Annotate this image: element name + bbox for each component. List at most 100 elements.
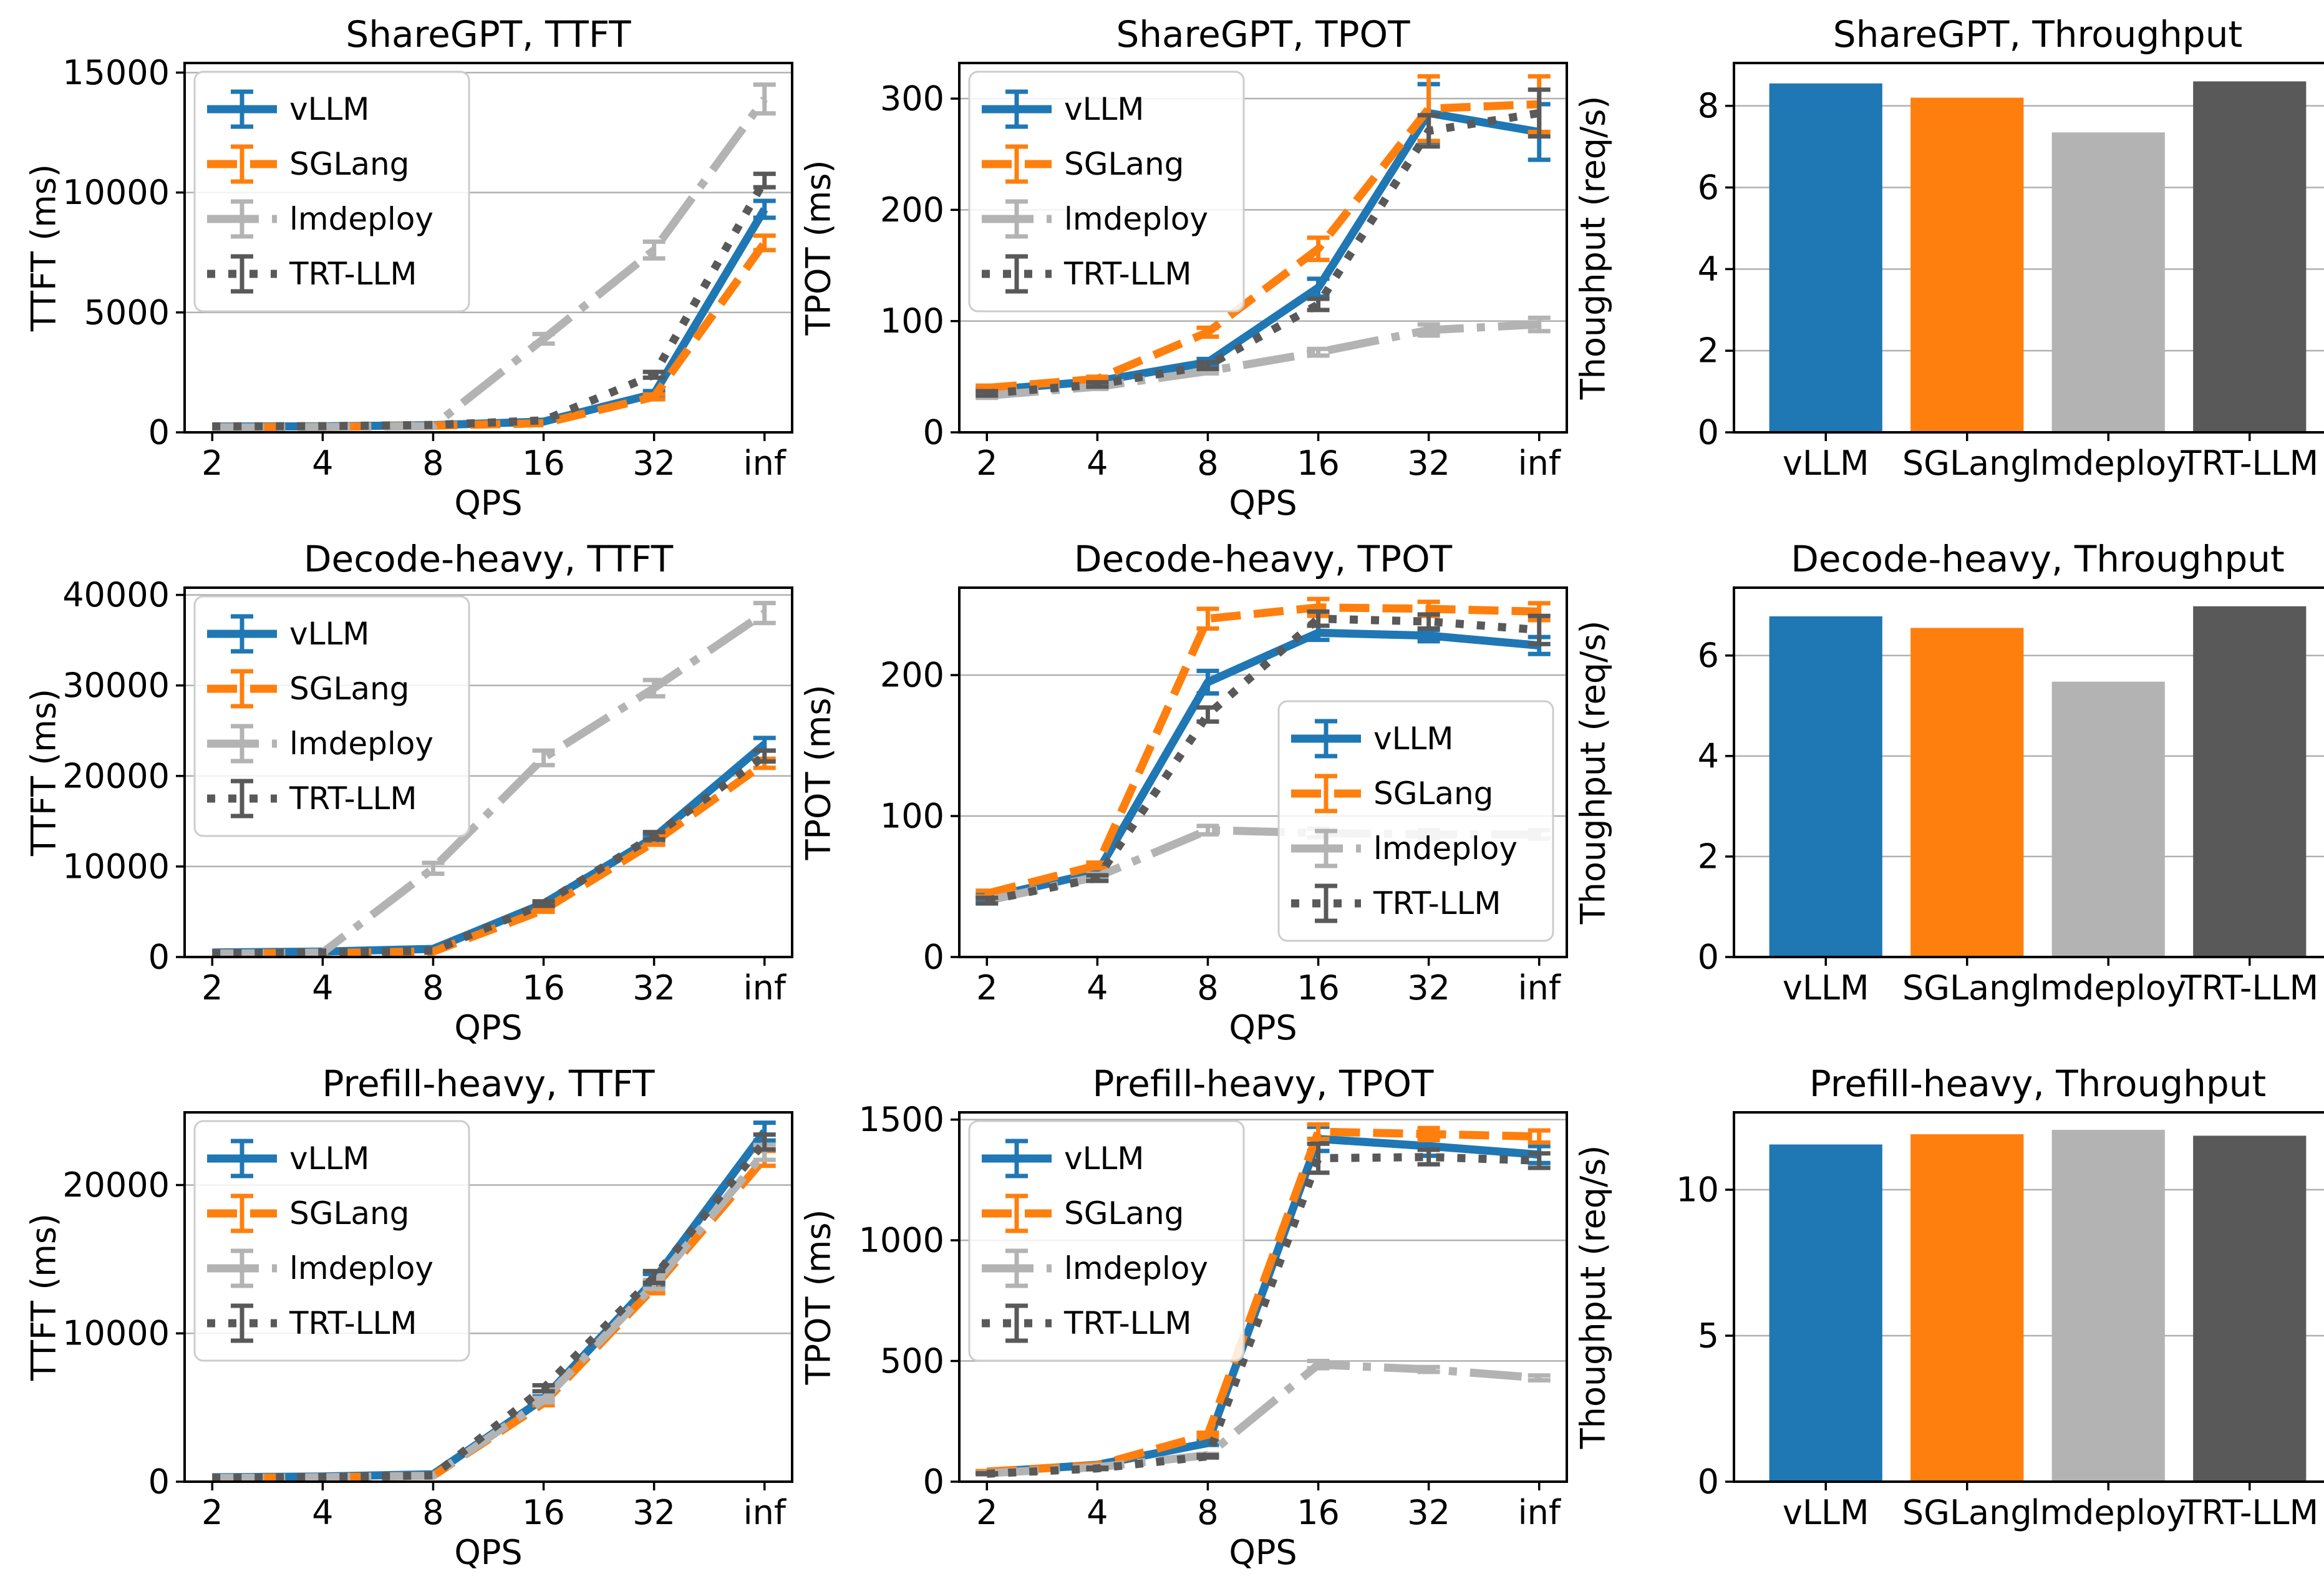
x-tick-label: 2	[976, 444, 997, 483]
legend-label: lmdeploy	[1064, 1250, 1208, 1286]
y-tick-label: 20000	[62, 756, 170, 795]
x-tick-label: lmdeploy	[2031, 1493, 2186, 1532]
bar-lmdeploy	[2051, 1130, 2165, 1482]
y-tick-label: 0	[148, 1462, 170, 1502]
x-tick-label: 32	[632, 968, 675, 1008]
chart-title: Decode-heavy, TTFT	[303, 538, 674, 580]
legend-label: vLLM	[1064, 1140, 1144, 1177]
x-tick-label: 4	[1087, 968, 1108, 1008]
chart-title: ShareGPT, TTFT	[346, 13, 631, 56]
series-TRT-LLM	[212, 1132, 776, 1482]
legend-label: TRT-LLM	[1063, 1305, 1192, 1341]
bars	[1769, 1130, 2307, 1482]
series-TRT-LLM	[212, 748, 776, 958]
x-tick-label: 2	[976, 968, 997, 1008]
y-tick-label: 4	[1698, 736, 1719, 775]
prefill-heavy-tpot-plot: 0 500 1000 1500 2 4 8 16 32 inf QPS TPOT (ms) vLLM SG…	[800, 1100, 1568, 1572]
legend-label: vLLM	[289, 91, 369, 127]
x-axis-label: QPS	[454, 1533, 522, 1572]
prefill-heavy-ttft-plot: 0 10000 20000 2 4 8 16 32 inf QPS TTFT (ms) vLLM SGL…	[25, 1111, 793, 1572]
y-tick-label: 10	[1676, 1170, 1719, 1210]
legend-label: vLLM	[289, 616, 369, 652]
y-tick-label: 100	[880, 301, 944, 341]
y-tick-label: 1000	[859, 1221, 944, 1260]
x-tick-label: 2	[201, 444, 223, 483]
y-tick-label: 0	[923, 1462, 944, 1502]
plot-frame	[183, 586, 793, 958]
chart-title: Prefill-heavy, Throughput	[1809, 1062, 2267, 1105]
bar-TRT-LLM	[2193, 81, 2307, 432]
x-tick-label: 2	[201, 968, 223, 1008]
legend-label: SGLang	[1373, 775, 1493, 812]
y-tick-label: 0	[1698, 938, 1719, 977]
legend: vLLM SGLang lmdeploy TRT-LLM	[968, 1120, 1245, 1362]
legend-label: lmdeploy	[289, 726, 433, 762]
y-tick-label: 300	[880, 79, 944, 119]
x-tick-label: 16	[1297, 968, 1340, 1008]
x-tick-label: inf	[1518, 444, 1562, 483]
y-tick-label: 8	[1698, 86, 1719, 125]
plot-frame	[958, 1111, 1568, 1483]
x-tick-label: lmdeploy	[2031, 444, 2186, 483]
legend-label: TRT-LLM	[289, 256, 417, 292]
series-TRT-LLM	[976, 1141, 1551, 1478]
plot-frame	[1733, 586, 2324, 958]
y-tick-label: 6	[1698, 636, 1719, 675]
x-tick-label: 32	[1407, 968, 1450, 1008]
x-tick-label: inf	[1518, 1493, 1562, 1532]
y-tick-label: 10000	[62, 173, 170, 212]
plot-frame	[958, 62, 1568, 434]
x-tick-label: 8	[1197, 968, 1218, 1008]
y-axis-label: TTFT (ms)	[25, 689, 64, 857]
series-lmdeploy	[976, 1359, 1551, 1477]
plot-frame	[1733, 62, 2324, 434]
bar-vLLM	[1769, 1144, 1882, 1482]
x-axis-label: QPS	[454, 483, 522, 523]
legend-label: SGLang	[1064, 1195, 1184, 1232]
y-tick-label: 40000	[62, 575, 170, 615]
legend: vLLM SGLang lmdeploy TRT-LLM	[193, 70, 470, 313]
x-axis-label: QPS	[1229, 1533, 1297, 1572]
x-axis-label: QPS	[454, 1008, 522, 1047]
x-tick-label: inf	[743, 968, 787, 1008]
legend-label: SGLang	[289, 146, 409, 182]
legend-label: lmdeploy	[289, 201, 433, 237]
legend-label: lmdeploy	[1064, 201, 1208, 237]
x-tick-label: inf	[1518, 968, 1562, 1008]
y-tick-label: 6	[1698, 168, 1719, 207]
x-tick-label: 32	[1407, 444, 1450, 483]
series-TRT-LLM	[976, 87, 1551, 398]
y-axis-label: Thoughput (req/s)	[1574, 96, 1613, 401]
x-tick-label: 32	[632, 444, 675, 483]
chart-sharegpt-tpot: ShareGPT, TPOT 0 100 200 300 2 4 8 16 32 inf QPS TP…	[800, 10, 1574, 535]
legend-label: SGLang	[289, 1195, 409, 1232]
x-tick-label: 4	[312, 1493, 333, 1532]
x-tick-label: vLLM	[1783, 968, 1869, 1008]
y-axis-label: Thoughput (req/s)	[1574, 621, 1613, 925]
x-tick-label: SGLang	[1902, 968, 2032, 1008]
y-tick-label: 0	[1698, 413, 1719, 452]
y-axis-label: TTFT (ms)	[25, 164, 64, 332]
sharegpt-tpot-plot: 0 100 200 300 2 4 8 16 32 inf QPS TPOT (ms) vLLM SGLa…	[800, 62, 1568, 523]
legend: vLLM SGLang lmdeploy TRT-LLM	[193, 1120, 470, 1362]
plot-frame	[1733, 1111, 2324, 1483]
plot-frame	[183, 62, 793, 434]
x-tick-label: 4	[312, 968, 333, 1008]
x-tick-label: 4	[312, 444, 333, 483]
legend-label: TRT-LLM	[1373, 885, 1501, 921]
decode-heavy-tpot-plot: 0 100 200 2 4 8 16 32 inf QPS TPOT (ms) vLLM SGLang l…	[800, 586, 1568, 1047]
axes: 0 100 200 2 4 8 16 32 inf QPS TPOT (ms)	[800, 656, 1562, 1047]
bar-vLLM	[1769, 616, 1882, 957]
x-tick-label: inf	[743, 444, 787, 483]
x-tick-label: 32	[632, 1493, 675, 1532]
y-tick-label: 4	[1698, 250, 1719, 289]
bars	[1769, 81, 2307, 433]
legend-label: vLLM	[289, 1140, 369, 1177]
x-tick-label: 8	[1197, 444, 1218, 483]
x-tick-label: 2	[976, 1493, 997, 1532]
x-tick-label: 8	[422, 444, 443, 483]
y-axis-label: TPOT (ms)	[800, 1209, 838, 1385]
